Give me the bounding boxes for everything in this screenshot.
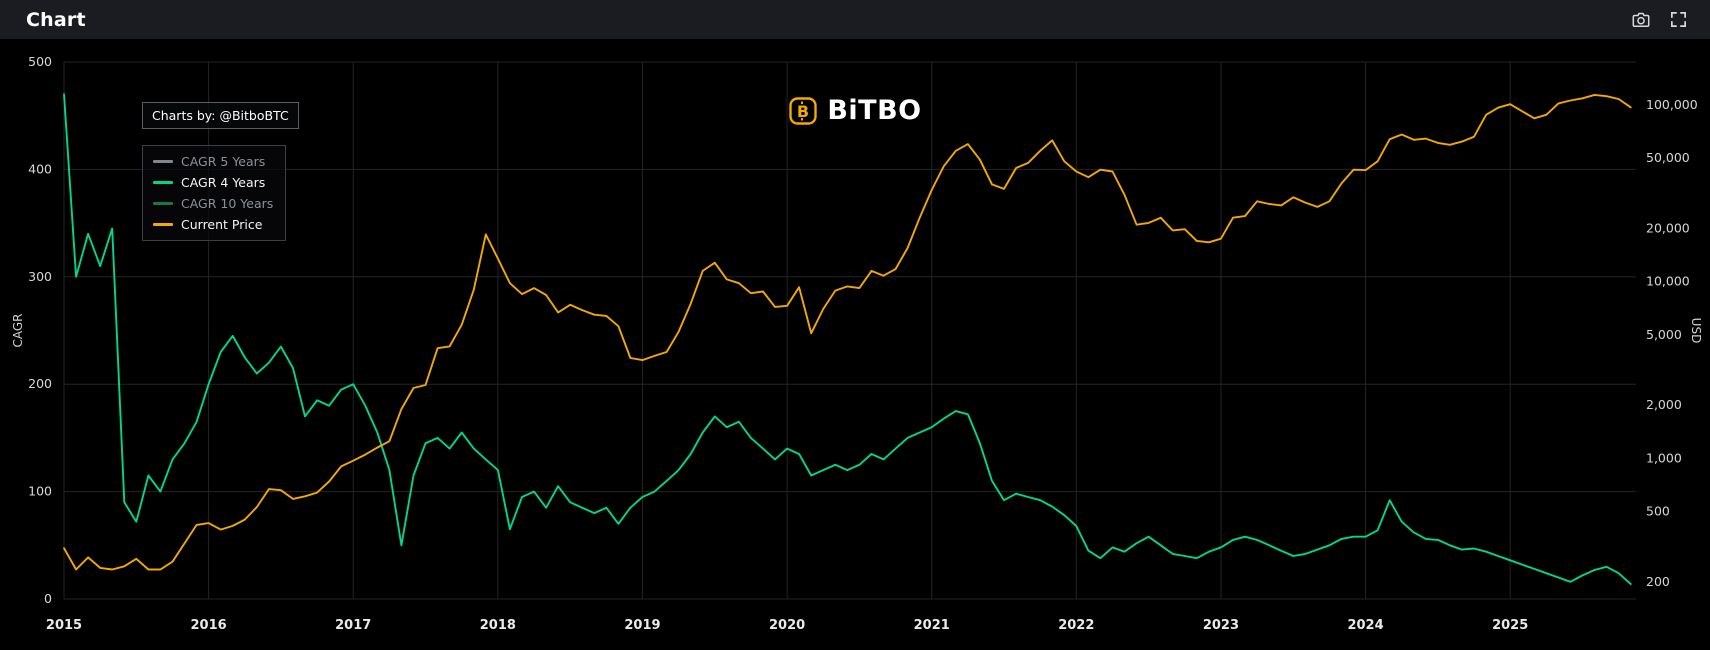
right-axis-tick-label: 1,000 bbox=[1646, 450, 1682, 465]
right-axis-tick-label: 200 bbox=[1646, 574, 1670, 589]
header-icons bbox=[1629, 8, 1690, 32]
legend-swatch bbox=[153, 223, 173, 226]
right-axis-tick-label: 50,000 bbox=[1646, 150, 1690, 165]
x-tick-label: 2015 bbox=[46, 618, 82, 633]
legend-item-cagr-5-years[interactable]: CAGR 5 Years bbox=[153, 154, 273, 169]
chart-header: Chart bbox=[0, 0, 1710, 39]
x-tick-label: 2018 bbox=[480, 618, 516, 633]
right-axis-tick-label: 100,000 bbox=[1646, 97, 1698, 112]
x-tick-label: 2016 bbox=[191, 618, 227, 633]
x-tick-label: 2024 bbox=[1347, 618, 1383, 633]
legend-label: CAGR 4 Years bbox=[181, 175, 266, 190]
left-axis-tick-label: 500 bbox=[28, 54, 52, 69]
chart-area: 0 100 200 300 400 500 2015 2016 2017 2018 2019 2020… bbox=[0, 39, 1710, 650]
price-cagr-chart[interactable]: 0 100 200 300 400 500 2015 2016 2017 2018 2019 2020… bbox=[0, 39, 1710, 650]
x-tick-label: 2020 bbox=[769, 618, 805, 633]
fullscreen-icon bbox=[1670, 11, 1687, 28]
legend: CAGR 5 Years CAGR 4 Years CAGR 10 Years … bbox=[142, 145, 287, 241]
left-axis-title: CAGR bbox=[11, 313, 25, 347]
right-axis-tick-label: 20,000 bbox=[1646, 220, 1690, 235]
right-axis-tick-label: 10,000 bbox=[1646, 274, 1690, 289]
legend-item-cagr-10-years[interactable]: CAGR 10 Years bbox=[153, 196, 273, 211]
right-axis-title: USD bbox=[1689, 318, 1703, 344]
x-tick-label: 2022 bbox=[1058, 618, 1094, 633]
legend-label: CAGR 10 Years bbox=[181, 196, 274, 211]
x-tick-label: 2017 bbox=[335, 618, 371, 633]
left-axis-tick-label: 400 bbox=[28, 161, 52, 176]
fullscreen-button[interactable] bbox=[1667, 8, 1690, 31]
right-axis-tick-label: 500 bbox=[1646, 504, 1670, 519]
series-line-cagr-4-years bbox=[63, 93, 1632, 585]
left-axis-tick-label: 100 bbox=[28, 484, 52, 499]
legend-swatch bbox=[153, 181, 173, 184]
legend-item-cagr-4-years[interactable]: CAGR 4 Years bbox=[153, 175, 273, 190]
screenshot-button[interactable] bbox=[1629, 8, 1653, 32]
legend-label: CAGR 5 Years bbox=[181, 154, 266, 169]
legend-swatch bbox=[153, 202, 173, 205]
camera-icon bbox=[1632, 12, 1650, 27]
left-axis-tick-label: 300 bbox=[28, 269, 52, 284]
left-axis-tick-label: 200 bbox=[28, 376, 52, 391]
legend-swatch bbox=[153, 160, 173, 163]
right-axis-tick-label: 2,000 bbox=[1646, 397, 1682, 412]
x-tick-label: 2023 bbox=[1203, 618, 1239, 633]
left-axis-tick-label: 0 bbox=[44, 591, 52, 606]
legend-item-current-price[interactable]: Current Price bbox=[153, 217, 273, 232]
watermark-credit: Charts by: @BitboBTC bbox=[142, 102, 299, 129]
x-tick-label: 2019 bbox=[624, 618, 660, 633]
series-line-current-price bbox=[63, 93, 1632, 571]
legend-label: Current Price bbox=[181, 217, 263, 232]
right-axis-tick-label: 5,000 bbox=[1646, 327, 1682, 342]
x-tick-label: 2021 bbox=[914, 618, 950, 633]
page-title: Chart bbox=[26, 8, 86, 31]
x-tick-label: 2025 bbox=[1492, 618, 1528, 633]
